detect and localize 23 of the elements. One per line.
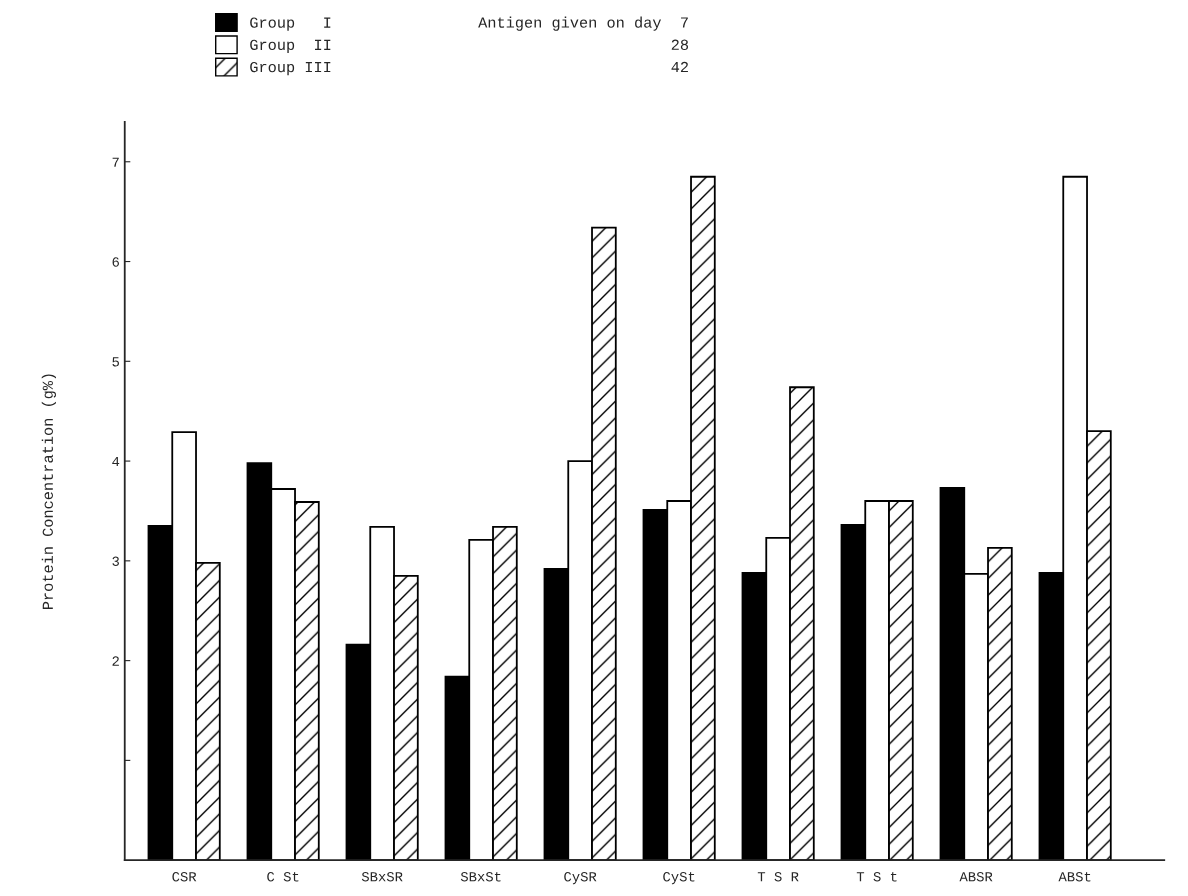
x-tick-label: SBxSR — [361, 872, 403, 882]
x-tick-label: T S t — [856, 872, 897, 882]
x-tick-label: T S R — [757, 872, 799, 882]
x-tick-label: CSR — [172, 872, 197, 882]
y-tick-label: 4 — [112, 456, 120, 467]
legend-label: Group II — [250, 39, 331, 54]
x-tick-label: ABSR — [959, 872, 993, 882]
x-tick-label: ABSt — [1058, 872, 1091, 882]
y-tick-label: 2 — [112, 656, 119, 666]
y-tick-label: 3 — [112, 556, 119, 567]
text: Antigen given on day 7 — [478, 16, 688, 31]
y-axis-title: Protein Concentration (g%) — [41, 374, 56, 609]
y-tick-label: 7 — [112, 157, 119, 167]
x-tick-label: CySR — [564, 872, 597, 885]
x-tick-label: CySt — [663, 872, 695, 885]
legend-label: Group I — [250, 17, 331, 31]
legend-label: Group III — [250, 61, 331, 76]
y-tick-label: 6 — [112, 257, 119, 267]
y-tick-label: 5 — [112, 357, 119, 367]
text: 42 — [671, 61, 688, 73]
text: 28 — [671, 39, 689, 50]
x-tick-label: C St — [267, 872, 299, 882]
x-tick-label: SBxSt — [460, 872, 501, 882]
